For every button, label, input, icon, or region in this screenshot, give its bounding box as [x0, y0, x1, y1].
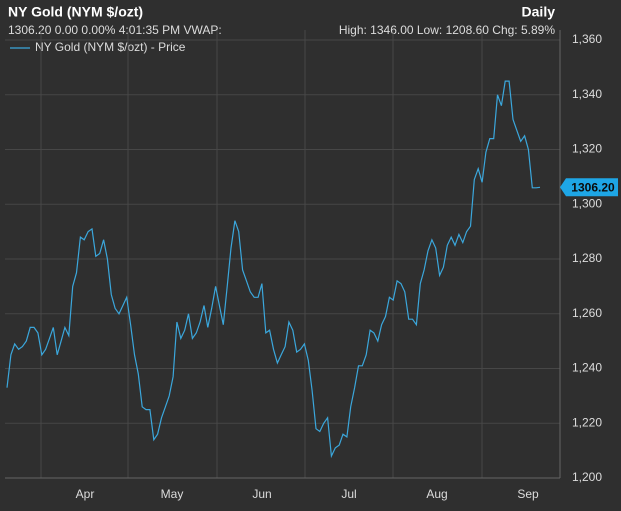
y-tick-label: 1,300 — [572, 196, 602, 210]
price-tag-label: 1306.20 — [571, 180, 615, 194]
quote-line: 1306.20 0.00 0.00% 4:01:35 PM VWAP: — [8, 23, 222, 37]
y-tick-label: 1,340 — [572, 87, 602, 101]
y-tick-label: 1,280 — [572, 251, 602, 265]
x-tick-label: Aug — [426, 487, 447, 501]
x-tick-label: Apr — [76, 487, 95, 501]
x-tick-label: Sep — [517, 487, 539, 501]
x-tick-label: Jun — [252, 487, 271, 501]
stats-line: High: 1346.00 Low: 1208.60 Chg: 5.89% — [339, 23, 555, 37]
y-tick-label: 1,320 — [572, 142, 602, 156]
price-line — [6, 80, 541, 459]
chart-title: NY Gold (NYM $/ozt) — [8, 4, 143, 20]
x-tick-label: May — [161, 487, 184, 501]
y-tick-label: 1,200 — [572, 470, 602, 484]
y-tick-label: 1,220 — [572, 415, 602, 429]
y-tick-label: 1,260 — [572, 306, 602, 320]
x-tick-label: Jul — [341, 487, 356, 501]
interval: Daily — [522, 4, 556, 20]
y-tick-label: 1,360 — [572, 32, 602, 46]
price-tag — [560, 178, 618, 197]
y-tick-label: 1,240 — [572, 361, 602, 375]
legend-label: NY Gold (NYM $/ozt) - Price — [35, 40, 186, 54]
